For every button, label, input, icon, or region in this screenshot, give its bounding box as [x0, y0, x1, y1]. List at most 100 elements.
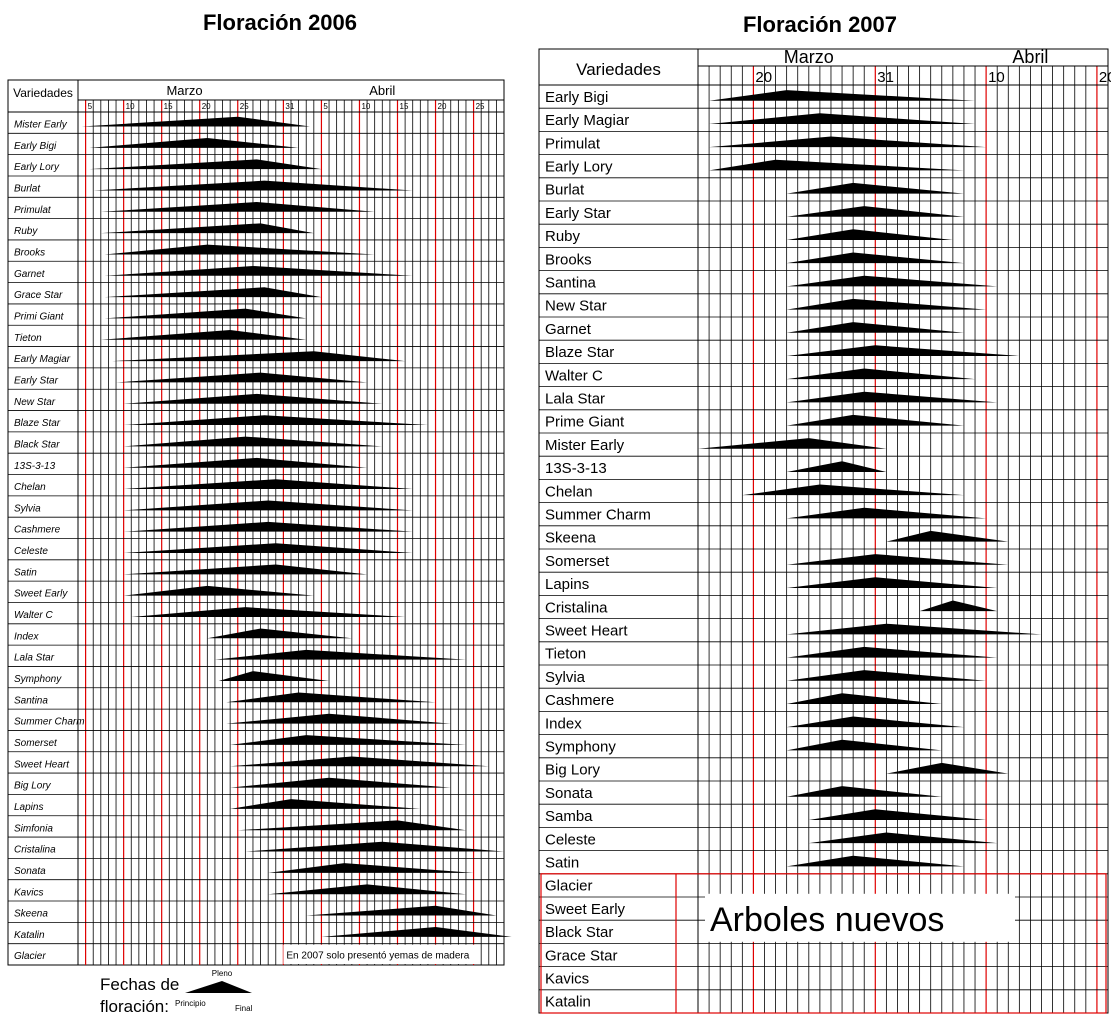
legend-start-label: Principio — [175, 999, 206, 1008]
flowering-triangle — [123, 500, 413, 511]
flowering-triangle — [104, 287, 322, 298]
flowering-triangle — [709, 90, 976, 101]
row-label: Ruby — [14, 226, 38, 237]
tick-label: 25 — [476, 102, 485, 111]
flowering-triangle — [123, 543, 413, 554]
flowering-triangle — [123, 436, 383, 447]
row-label: Chelan — [545, 483, 593, 500]
row-label: Santina — [14, 695, 48, 706]
flowering-triangle — [100, 329, 307, 340]
chart-title-2007: Floración 2007 — [742, 12, 898, 37]
row-label: Cristalina — [545, 599, 608, 616]
row-label: Kavics — [545, 971, 589, 988]
tick-label: 20 — [755, 69, 772, 86]
row-label: Katalin — [14, 930, 45, 941]
chart-title-2006: Floración 2006 — [202, 10, 358, 35]
row-label: New Star — [545, 298, 607, 315]
flowering-triangle — [123, 521, 413, 532]
flowering-triangle — [123, 457, 368, 468]
legend-peak-label: Pleno — [212, 969, 233, 978]
row-label: Big Lory — [545, 762, 601, 779]
flowering-triangle — [218, 671, 330, 681]
flowering-triangle — [100, 223, 314, 234]
month-label: Marzo — [784, 47, 834, 67]
row-label: Burlat — [545, 182, 585, 199]
flowering-triangle — [786, 298, 987, 310]
flowering-triangle — [123, 479, 413, 490]
row-label: Primi Giant — [14, 311, 65, 322]
chart-frame-2007 — [538, 48, 1109, 1014]
row-label: Lapins — [545, 576, 589, 593]
new-trees-box — [540, 873, 1107, 1014]
row-label: Cashmere — [545, 692, 614, 709]
row-label: Sweet Early — [545, 901, 626, 918]
row-label: 13S-3-13 — [14, 461, 56, 472]
tick-label: 31 — [877, 69, 894, 86]
flowering-triangle — [786, 229, 953, 240]
note-background — [283, 944, 478, 964]
note-text: En 2007 solo presentó yemas de madera — [286, 951, 469, 962]
row-label: Early Lory — [545, 159, 613, 176]
row-label: Sylvia — [14, 503, 41, 514]
row-label: Index — [14, 631, 39, 642]
flowering-triangle — [808, 832, 998, 844]
row-label: Tieton — [545, 646, 586, 663]
row-label: Simfonia — [14, 823, 53, 834]
legend-title: Fechas de — [100, 975, 179, 994]
row-label: Sonata — [545, 785, 593, 802]
tick-label: 5 — [323, 102, 328, 111]
row-label: Sweet Heart — [545, 623, 628, 640]
tick-label: 25 — [240, 102, 249, 111]
row-label: Brooks — [545, 251, 592, 268]
flowering-triangle — [81, 116, 311, 127]
tick-label: 15 — [164, 102, 173, 111]
row-label: Lala Star — [14, 653, 55, 664]
flowering-triangle — [742, 484, 964, 496]
flowering-triangle — [230, 735, 466, 745]
flowering-triangle — [786, 368, 976, 380]
flowering-triangle — [709, 159, 964, 171]
flowering-triangle — [786, 670, 987, 681]
tick-label: 20 — [202, 102, 211, 111]
row-label: Cristalina — [14, 845, 56, 856]
row-label: Early Star — [545, 205, 611, 222]
flowering-triangle — [886, 762, 1009, 774]
flowering-triangle — [104, 308, 307, 319]
note-text: Arboles nuevos — [710, 901, 944, 939]
row-label: Primulat — [14, 205, 52, 216]
row-label: Lala Star — [545, 391, 605, 408]
row-label: Samba — [545, 808, 593, 825]
row-label: Glacier — [14, 951, 46, 962]
flowering-triangle — [112, 351, 406, 362]
row-label: Skeena — [14, 909, 48, 920]
tick-label: 10 — [988, 69, 1005, 86]
flowering-triangle — [89, 159, 322, 170]
flowering-triangle — [786, 554, 1009, 565]
row-label: Early Star — [14, 375, 59, 386]
month-label: Marzo — [166, 83, 202, 98]
row-label: Santina — [545, 275, 597, 292]
row-label: Grace Star — [14, 290, 63, 301]
row-label: Mister Early — [545, 437, 625, 454]
row-label: Cashmere — [14, 525, 61, 536]
row-label: Satin — [14, 567, 37, 578]
flowering-triangle — [226, 692, 436, 703]
row-label: Sylvia — [545, 669, 586, 686]
row-label: Somerset — [14, 738, 58, 749]
tick-label: 20 — [1099, 69, 1111, 86]
flowering-triangle — [786, 461, 887, 472]
flowering-triangle — [306, 905, 497, 916]
row-label: Katalin — [545, 994, 591, 1011]
flowering-triangle — [230, 799, 421, 809]
row-label: Summer Charm — [545, 507, 651, 524]
flowering-triangle — [786, 507, 987, 519]
row-label: Celeste — [14, 546, 48, 557]
flowering-triangle — [321, 927, 512, 937]
row-label: Symphony — [14, 674, 62, 685]
flowering-triangle — [786, 716, 964, 728]
flowering-triangle — [786, 623, 1042, 635]
flowering-triangle — [89, 138, 299, 148]
flowering-triangle — [116, 372, 368, 383]
row-label: Brooks — [14, 248, 45, 259]
flowering-triangle — [709, 113, 976, 124]
